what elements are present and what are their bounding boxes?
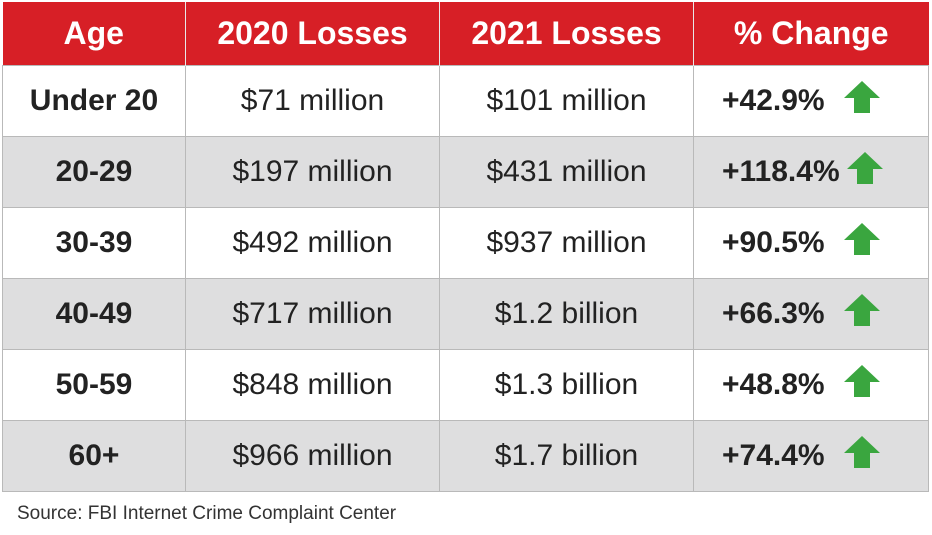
cell-age: 20-29: [2, 136, 186, 208]
header-2021-losses: 2021 Losses: [439, 2, 694, 66]
change-value: +48.8%: [722, 368, 825, 401]
up-arrow-icon: [843, 80, 881, 122]
cell-2020-losses: $966 million: [185, 420, 440, 492]
cell-age: Under 20: [2, 65, 186, 137]
up-arrow-icon: [843, 435, 881, 477]
cell-2020-losses: $71 million: [185, 65, 440, 137]
source-note: Source: FBI Internet Crime Complaint Cen…: [17, 503, 397, 524]
table-row: Under 20 $71 million $101 million +42.9%: [2, 65, 929, 137]
cell-percent-change: +66.3%: [693, 278, 929, 350]
cell-2020-losses: $717 million: [185, 278, 440, 350]
table-row: 60+ $966 million $1.7 billion +74.4%: [2, 420, 929, 492]
change-value: +90.5%: [722, 226, 825, 259]
up-arrow-icon: [846, 151, 884, 193]
cell-percent-change: +118.4%: [693, 136, 929, 208]
cell-age: 30-39: [2, 207, 186, 279]
cell-age: 60+: [2, 420, 186, 492]
cell-2020-losses: $197 million: [185, 136, 440, 208]
cell-2021-losses: $431 million: [439, 136, 694, 208]
cell-percent-change: +42.9%: [693, 65, 929, 137]
table-body: Under 20 $71 million $101 million +42.9%…: [2, 65, 929, 492]
table-row: 50-59 $848 million $1.3 billion +48.8%: [2, 349, 929, 421]
cell-2021-losses: $101 million: [439, 65, 694, 137]
table-row: 40-49 $717 million $1.2 billion +66.3%: [2, 278, 929, 350]
up-arrow-icon: [843, 293, 881, 335]
change-value: +118.4%: [722, 155, 840, 188]
cell-age: 50-59: [2, 349, 186, 421]
change-value: +66.3%: [722, 297, 825, 330]
cell-percent-change: +48.8%: [693, 349, 929, 421]
header-row: Age 2020 Losses 2021 Losses % Change: [2, 2, 929, 66]
change-value: +74.4%: [722, 439, 825, 472]
cell-2021-losses: $1.2 billion: [439, 278, 694, 350]
table-row: 20-29 $197 million $431 million +118.4%: [2, 136, 929, 208]
cell-2020-losses: $492 million: [185, 207, 440, 279]
up-arrow-icon: [843, 364, 881, 406]
table-header: Age 2020 Losses 2021 Losses % Change: [2, 2, 929, 66]
losses-table: Age 2020 Losses 2021 Losses % Change Und…: [2, 2, 929, 492]
cell-percent-change: +74.4%: [693, 420, 929, 492]
cell-2021-losses: $1.3 billion: [439, 349, 694, 421]
up-arrow-icon: [843, 222, 881, 264]
cell-2021-losses: $1.7 billion: [439, 420, 694, 492]
table-row: 30-39 $492 million $937 million +90.5%: [2, 207, 929, 279]
cell-age: 40-49: [2, 278, 186, 350]
header-2020-losses: 2020 Losses: [185, 2, 440, 66]
header-percent-change: % Change: [693, 2, 929, 66]
change-value: +42.9%: [722, 84, 825, 117]
header-age: Age: [2, 2, 186, 66]
cell-percent-change: +90.5%: [693, 207, 929, 279]
cell-2020-losses: $848 million: [185, 349, 440, 421]
cell-2021-losses: $937 million: [439, 207, 694, 279]
